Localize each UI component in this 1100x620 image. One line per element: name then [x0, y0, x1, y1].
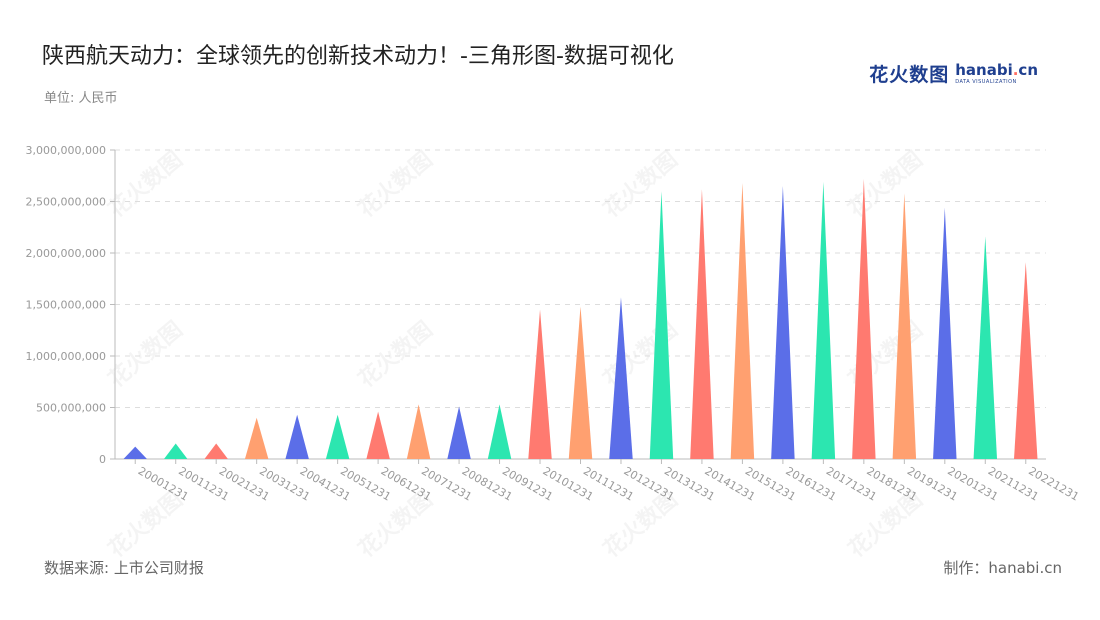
watermark: 花火数图: [103, 146, 187, 222]
bar-20211231: [973, 236, 998, 459]
bar-20001231: [123, 446, 147, 459]
logo-en-prefix: hanabi: [955, 60, 1013, 79]
bar-20021231: [204, 443, 228, 459]
logo-en-dot: .: [1012, 60, 1019, 79]
logo-text-en: hanabi.cn: [955, 60, 1038, 79]
bar-20221231: [1014, 262, 1038, 459]
watermark: 花火数图: [843, 146, 927, 222]
logo-en-suffix: cn: [1018, 60, 1038, 79]
bar-20081231: [447, 406, 471, 459]
x-axis: 2000123120011231200212312003123120041231…: [134, 459, 1081, 504]
logo-subtitle: DATA VISUALIZATION: [955, 78, 1017, 85]
bar-20171231: [811, 181, 836, 459]
bar-20071231: [406, 404, 431, 459]
y-tick-label: 1,500,000,000: [26, 299, 106, 312]
bar-20091231: [487, 404, 512, 459]
chart-title: 陕西航天动力：全球领先的创新技术动力！-三角形图-数据可视化: [42, 44, 674, 69]
y-axis: 0 500,000,000 1,000,000,000 1,500,000,000 2,…: [26, 144, 116, 466]
logo-text-en-block: hanabi.cn DATA VISUALIZATION: [955, 60, 1038, 85]
bar-20101231: [528, 309, 552, 459]
bar-20141231: [690, 189, 714, 459]
unit-label: 单位: 人民币: [44, 91, 118, 106]
bar-20181231: [852, 178, 876, 459]
watermark: 花火数图: [353, 146, 437, 222]
bar-20151231: [730, 182, 755, 459]
bar-20061231: [366, 411, 390, 459]
watermark: 花火数图: [353, 316, 437, 392]
bar-20011231: [163, 443, 188, 459]
y-tick-label: 1,000,000,000: [26, 350, 106, 363]
bar-20201231: [933, 207, 957, 459]
bar-20161231: [771, 186, 795, 460]
watermark: 花火数图: [598, 316, 682, 392]
y-tick-label: 3,000,000,000: [26, 144, 106, 157]
watermark: 花火数图: [103, 316, 187, 392]
bar-20031231: [244, 417, 269, 459]
data-source: 数据来源: 上市公司财报: [44, 559, 204, 577]
y-tick-label: 500,000,000: [36, 402, 106, 415]
bar-20041231: [285, 414, 309, 459]
y-tick-label: 2,000,000,000: [26, 247, 106, 260]
bars-layer: [123, 178, 1038, 460]
credit-label: 制作：hanabi.cn: [943, 559, 1062, 577]
bar-20121231: [609, 297, 633, 459]
bar-20051231: [325, 414, 350, 459]
logo-text-cn: 花火数图: [869, 64, 950, 86]
brand-logo: 花火数图 hanabi.cn DATA VISUALIZATION: [869, 60, 1038, 87]
y-tick-label: 0: [99, 453, 106, 466]
watermark: 花火数图: [598, 146, 682, 222]
bar-20191231: [892, 193, 917, 459]
y-tick-label: 2,500,000,000: [26, 196, 106, 209]
bar-20131231: [649, 191, 674, 459]
bar-20111231: [568, 306, 593, 459]
